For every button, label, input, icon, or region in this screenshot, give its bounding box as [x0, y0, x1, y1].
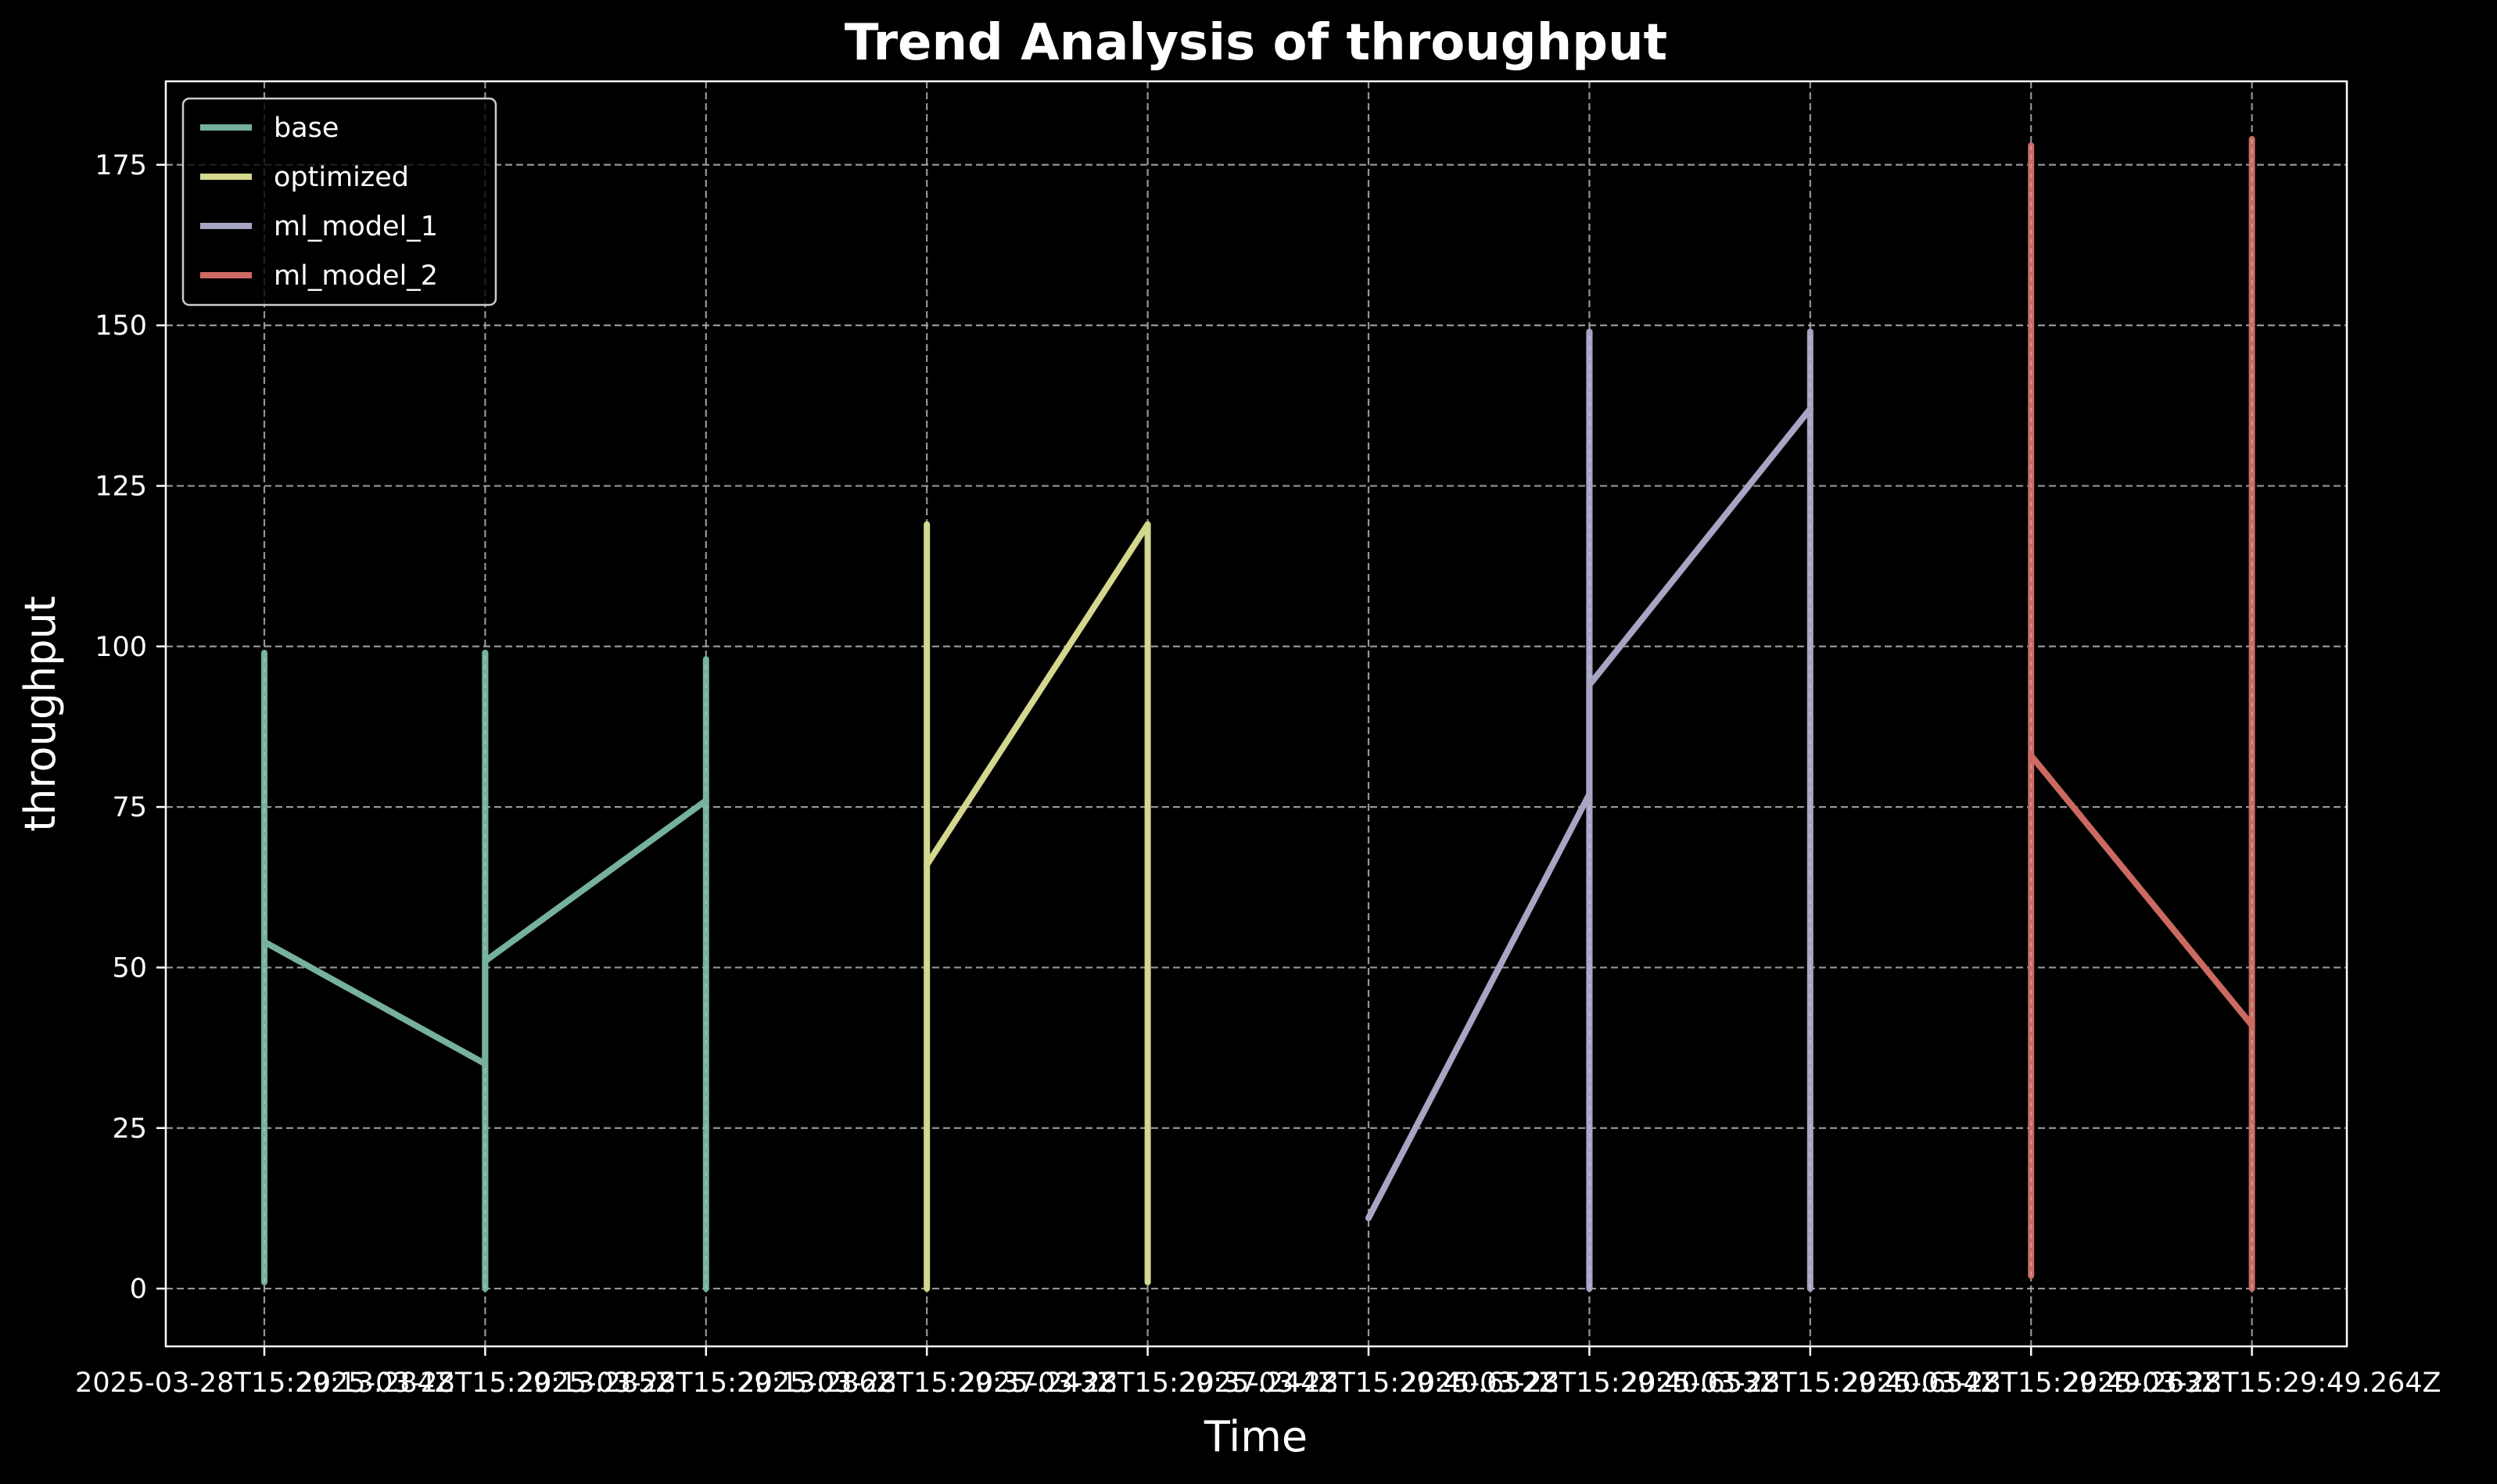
data-point — [482, 1060, 489, 1067]
legend-item-ml_model_1: ml_model_1 — [200, 211, 438, 242]
x-tick-label: 2025-03-28T15:29:13.285Z — [296, 1368, 674, 1399]
data-point — [1586, 790, 1593, 798]
series-ml_model_2 — [2028, 135, 2255, 1292]
x-tick-label: 2025-03-28T15:29:13.284Z — [75, 1368, 454, 1399]
data-point — [1806, 405, 1814, 412]
y-tick-label: 150 — [95, 310, 147, 342]
legend-label: ml_model_1 — [274, 211, 438, 242]
x-tick-label: 2025-03-28T15:29:49.264Z — [2063, 1368, 2441, 1399]
x-tick-label: 2025-03-28T15:29:37.243Z — [737, 1368, 1116, 1399]
series-optimized — [924, 521, 1151, 1292]
y-axis-label: throughput — [16, 596, 65, 832]
y-tick-label: 75 — [112, 792, 147, 823]
data-point — [1586, 682, 1593, 689]
legend-item-ml_model_2: ml_model_2 — [200, 260, 438, 292]
x-tick-label: 2025-03-28T15:29:40.652Z — [1179, 1368, 1558, 1399]
legend-label: ml_model_2 — [274, 260, 438, 292]
y-tick-label: 0 — [130, 1274, 147, 1305]
series-layer — [261, 135, 2255, 1292]
x-tick-label: 2025-03-28T15:29:37.244Z — [959, 1368, 1337, 1399]
series-line — [1365, 405, 1814, 1221]
legend-item-optimized: optimized — [200, 162, 409, 193]
legend-item-base: base — [200, 113, 339, 144]
data-point — [482, 958, 489, 965]
plot-frame — [164, 80, 2348, 1348]
data-point — [702, 797, 709, 804]
data-point — [1144, 521, 1151, 528]
y-tick-label: 175 — [95, 150, 147, 181]
series-base — [261, 649, 709, 1292]
x-tick-label: 2025-03-28T15:29:40.653Z — [1400, 1368, 1778, 1399]
legend-box — [181, 97, 497, 306]
series-line — [2028, 752, 2255, 1029]
y-ticks: 0 25 50 75 100 125 150 175 — [95, 150, 166, 1305]
chart-title: Trend Analysis of throughput — [845, 14, 1667, 72]
y-tick-label: 125 — [95, 471, 147, 502]
x-ticks: 2025-03-28T15:29:13.284Z2025-03-28T15:29… — [75, 1346, 2441, 1399]
y-tick-label: 25 — [112, 1113, 147, 1145]
x-tick-label: 2025-03-28T15:29:49.263Z — [1842, 1368, 2220, 1399]
legend: base optimized ml_model_1 ml_model_2 — [181, 97, 497, 306]
y-tick-label: 100 — [95, 632, 147, 663]
x-tick-label: 2025-03-28T15:29:40.654Z — [1621, 1368, 2000, 1399]
x-tick-label: 2025-03-28T15:29:13.286Z — [517, 1368, 895, 1399]
series-line — [261, 797, 709, 1067]
data-point — [261, 938, 267, 945]
data-point — [924, 862, 931, 869]
data-point — [1365, 1214, 1372, 1221]
series-ml_model_1 — [1365, 328, 1814, 1292]
series-line — [924, 521, 1151, 869]
legend-label: base — [274, 113, 339, 144]
data-point — [2028, 752, 2035, 759]
legend-label: optimized — [274, 162, 409, 193]
x-axis-label: Time — [1204, 1412, 1308, 1461]
data-point — [2248, 1022, 2255, 1029]
y-tick-label: 50 — [112, 952, 147, 984]
